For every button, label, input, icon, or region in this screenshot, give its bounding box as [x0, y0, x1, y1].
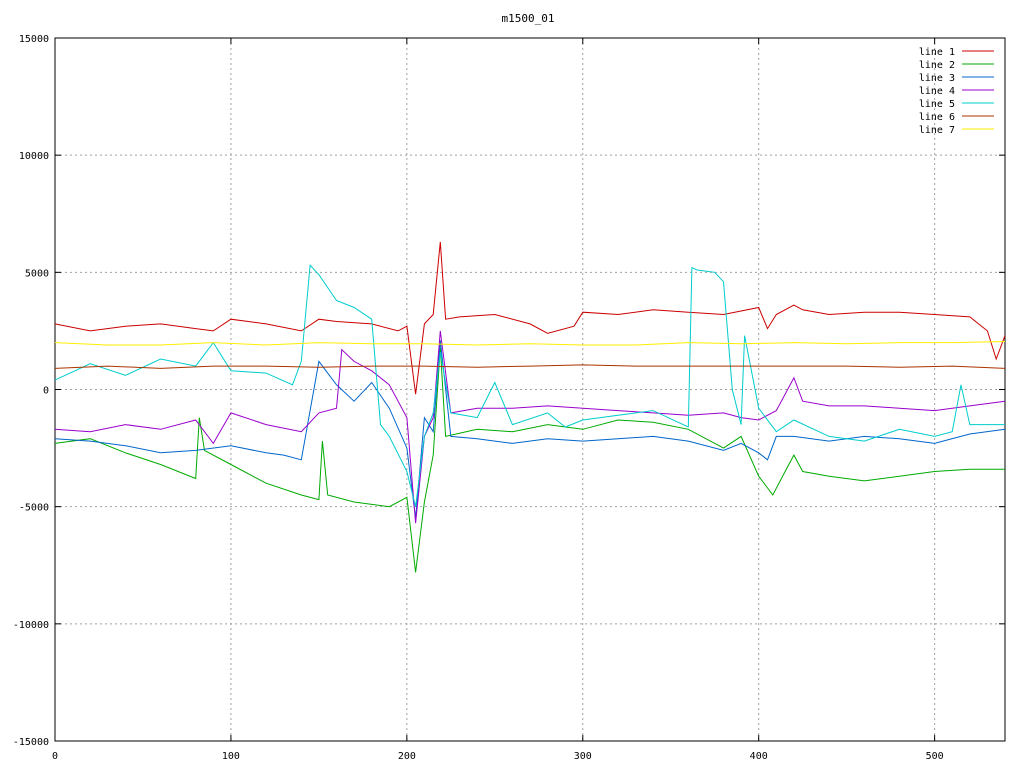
- legend-label: line 5: [919, 99, 955, 110]
- series-line-7: [54, 341, 1006, 346]
- grid: [55, 38, 1005, 741]
- series-line-2: [54, 347, 1005, 573]
- series-line-1: [54, 241, 1006, 395]
- legend-label: line 7: [919, 125, 955, 136]
- x-tick-label: 200: [398, 751, 416, 762]
- y-tick-label: -10000: [13, 620, 49, 631]
- x-tick-label: 100: [222, 751, 240, 762]
- legend-label: line 6: [919, 112, 955, 123]
- y-tick-label: 5000: [25, 268, 49, 279]
- legend-label: line 1: [919, 47, 955, 58]
- y-tick-label: 0: [43, 386, 49, 397]
- chart-title: m1500_01: [502, 12, 555, 25]
- legend-label: line 4: [919, 86, 955, 97]
- legend-label: line 2: [919, 60, 955, 71]
- x-tick-label: 400: [750, 751, 768, 762]
- x-tick-label: 0: [52, 751, 58, 762]
- y-tick-label: 15000: [19, 34, 49, 45]
- series-line-5: [54, 264, 1005, 507]
- series-line-3: [54, 340, 1006, 519]
- series-group: [54, 241, 1006, 573]
- y-tick-label: 10000: [19, 151, 49, 162]
- legend-label: line 3: [919, 73, 955, 84]
- legend: line 1 line 2 line 3 line 4 line 5 line 6 line…: [919, 47, 994, 136]
- y-tick-label: -5000: [19, 503, 49, 514]
- series-line-4: [54, 330, 1006, 524]
- x-tick-label: 500: [926, 751, 944, 762]
- axis-ticks: 0 100 200 300 400 500 -15000 -10000 -5000 0 5000 10…: [13, 34, 1005, 762]
- y-tick-label: -15000: [13, 737, 49, 748]
- series-line-6: [54, 364, 1006, 369]
- x-tick-label: 300: [574, 751, 592, 762]
